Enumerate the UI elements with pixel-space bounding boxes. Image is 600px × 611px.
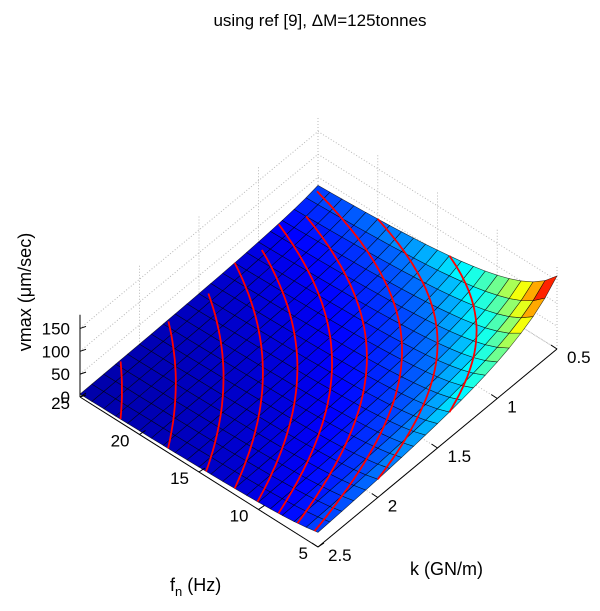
grid-line: [79, 176, 319, 375]
fn-tick-labels: 25 20 15 10 5: [51, 392, 325, 563]
y-axis-label-sub: n: [175, 584, 182, 599]
contour-line: [205, 293, 225, 472]
k-tick-label: 0.5: [567, 348, 591, 367]
k-tick-label: 1: [507, 398, 516, 417]
z-axis-label: vmax (μm/sec): [15, 233, 35, 351]
contour-line: [377, 218, 439, 480]
contour-line: [167, 321, 177, 449]
fn-tick-mark: [198, 467, 206, 473]
z-tick-label: 0: [61, 388, 70, 407]
contour-line: [233, 262, 264, 489]
y-axis-label-main: f: [170, 575, 176, 595]
grid-line: [79, 131, 319, 329]
k-tick-labels: 0.5 1 1.5 2 2.5: [311, 344, 591, 565]
k-tick-label: 2.5: [328, 546, 352, 565]
k-tick-mark: [431, 443, 438, 449]
fn-tick-mark: [79, 392, 87, 398]
k-tick-label: 1.5: [448, 447, 472, 466]
y-axis-label-unit: (Hz): [182, 575, 221, 595]
z-tick-mark: [79, 348, 87, 352]
contour-line: [296, 215, 368, 524]
fn-tick-label: 15: [170, 469, 189, 488]
x-axis-label: k (GN/m): [410, 559, 483, 579]
k-tick-label: 2: [388, 497, 397, 516]
surface-patch: [532, 275, 558, 302]
fn-tick-label: 20: [111, 432, 130, 451]
fn-tick-mark: [258, 505, 265, 510]
surface-mesh: [79, 185, 558, 533]
z-tick-label: 150: [42, 319, 70, 338]
z-tick-label: 50: [51, 365, 70, 384]
contour-line: [448, 255, 478, 413]
fn-tick-label: 5: [299, 544, 308, 563]
k-tick-mark: [371, 493, 379, 498]
contour-line: [119, 361, 123, 420]
fn-tick-mark: [317, 542, 325, 548]
y-axis-label: fn (Hz): [170, 575, 221, 599]
chart-title: using ref [9], ΔM=125tonnes: [213, 11, 426, 30]
grid-line: [79, 153, 319, 352]
contour-line: [313, 190, 403, 532]
z-tick-mark: [79, 371, 87, 375]
fn-tick-label: 10: [230, 507, 249, 526]
k-tick-mark: [311, 542, 319, 548]
z-tick-label: 100: [42, 342, 70, 361]
contour-line: [256, 249, 299, 503]
z-tick-mark: [79, 325, 87, 329]
contour-line: [277, 223, 333, 514]
contour-lines: [119, 190, 478, 532]
grid-line: [317, 153, 558, 304]
grid-line: [317, 131, 558, 281]
fn-tick-label: 25: [51, 394, 70, 413]
k-tick-mark: [490, 394, 498, 399]
k-tick-mark: [550, 344, 558, 350]
z-tick-labels: 0 50 100 150: [42, 319, 87, 407]
fn-tick-mark: [139, 430, 146, 435]
